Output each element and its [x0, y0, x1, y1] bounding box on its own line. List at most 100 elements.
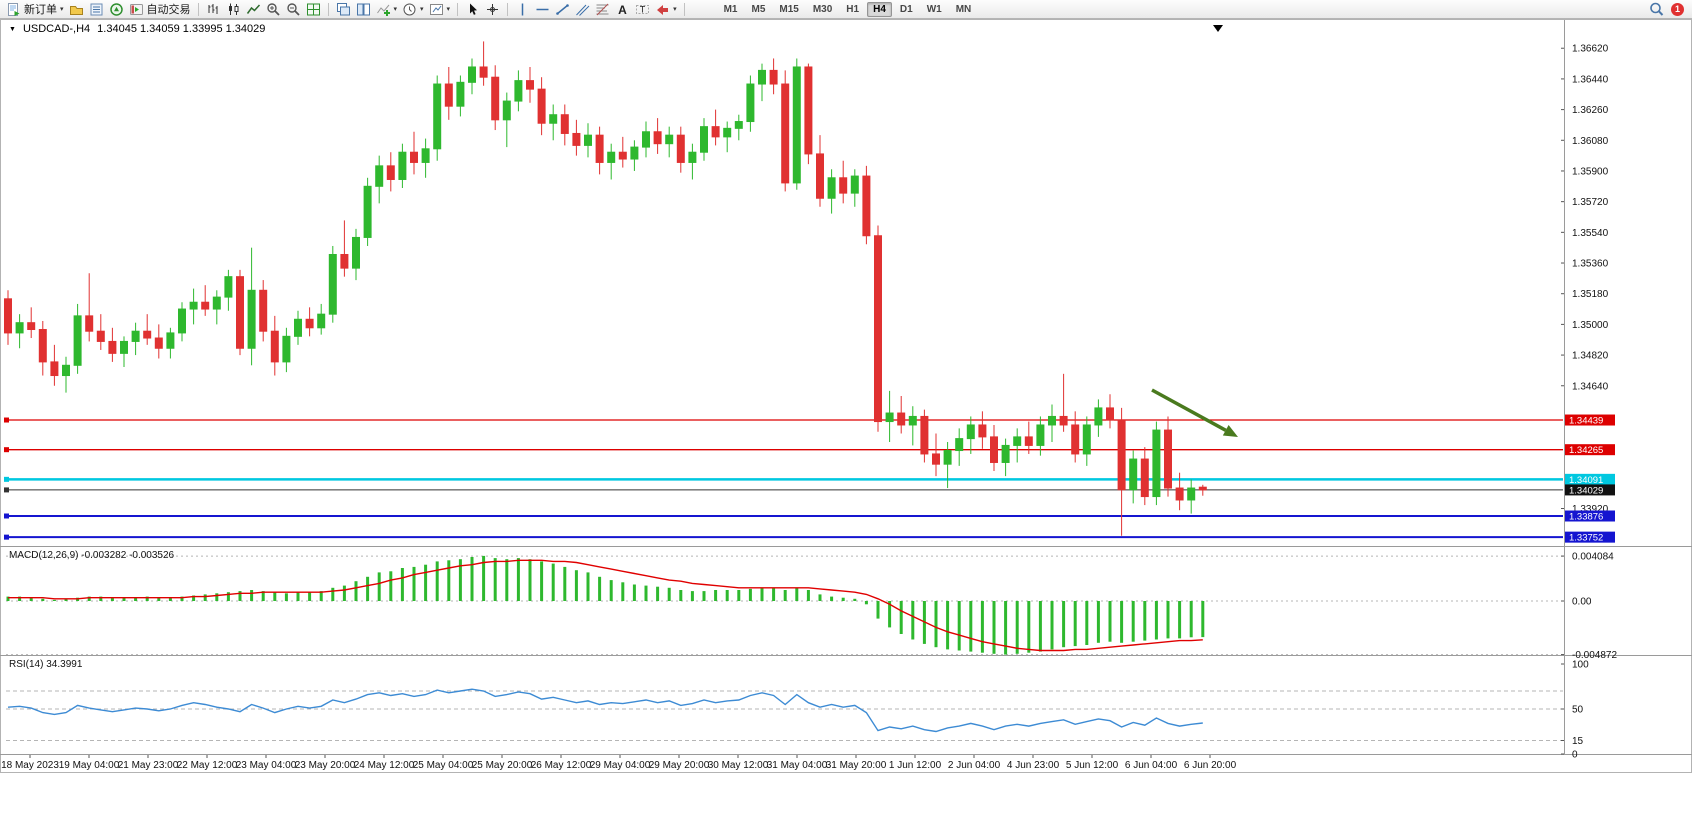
svg-text:T: T [640, 4, 646, 14]
svg-text:18 May 2023: 18 May 2023 [1, 760, 59, 771]
svg-text:-0.004872: -0.004872 [1572, 650, 1617, 661]
rsi-indicator-label: RSI(14) 34.3991 [9, 659, 83, 670]
new-order-button[interactable]: 新订单 ▾ [4, 1, 66, 18]
svg-text:26 May 12:00: 26 May 12:00 [531, 760, 592, 771]
toolbar-separator [507, 2, 509, 16]
chart-ohlc-values: 1.34045 1.34059 1.33995 1.34029 [97, 23, 266, 35]
svg-text:4 Jun 23:00: 4 Jun 23:00 [1007, 760, 1060, 771]
svg-text:1.35900: 1.35900 [1572, 166, 1609, 177]
periods-button[interactable]: ▾ [400, 1, 426, 18]
svg-text:1.34029: 1.34029 [1569, 485, 1603, 496]
timeframe-h4[interactable]: H4 [867, 1, 892, 17]
autotrading-icon [129, 3, 143, 15]
svg-text:1.34439: 1.34439 [1569, 416, 1603, 427]
line-chart-button[interactable] [244, 1, 263, 18]
text-icon: A [618, 3, 627, 17]
chart-shift-marker[interactable] [1213, 25, 1223, 32]
text-button[interactable]: A [613, 1, 632, 18]
timeframe-h1[interactable]: H1 [846, 3, 860, 15]
symbol-dropdown-icon[interactable]: ▼ [9, 25, 16, 33]
toolbar-separator [327, 2, 329, 16]
autotrading-button[interactable]: 自动交易 [127, 1, 193, 18]
navigator-icon [109, 2, 123, 16]
caret-down-icon: ▾ [420, 5, 424, 13]
svg-text:29 May 20:00: 29 May 20:00 [649, 760, 710, 771]
tile-vertical-button[interactable] [354, 1, 373, 18]
timeframe-m1[interactable]: M1 [723, 3, 738, 15]
svg-text:1.34640: 1.34640 [1572, 381, 1609, 392]
timeframe-mn[interactable]: MN [955, 3, 972, 15]
vertical-line-button[interactable] [513, 1, 532, 18]
zoom-in-button[interactable] [264, 1, 283, 18]
candlestick-chart-button[interactable] [224, 1, 243, 18]
svg-text:1 Jun 12:00: 1 Jun 12:00 [889, 760, 942, 771]
svg-text:50: 50 [1572, 705, 1584, 716]
arrows-button[interactable]: ▾ [653, 1, 679, 18]
market-watch-icon [90, 3, 103, 15]
svg-text:19 May 04:00: 19 May 04:00 [59, 760, 120, 771]
svg-text:0.00: 0.00 [1572, 597, 1592, 608]
search-button[interactable] [1647, 1, 1666, 18]
text-label-button[interactable]: T [633, 1, 652, 18]
cursor-button[interactable] [463, 1, 482, 18]
svg-text:1.33752: 1.33752 [1569, 533, 1603, 544]
toolbar-separator [197, 2, 199, 16]
svg-text:1.36080: 1.36080 [1572, 136, 1609, 147]
svg-text:1.33876: 1.33876 [1569, 511, 1603, 522]
svg-text:0.004084: 0.004084 [1572, 552, 1614, 563]
svg-text:25 May 04:00: 25 May 04:00 [413, 760, 474, 771]
caret-down-icon: ▾ [60, 5, 64, 13]
navigator-button[interactable] [107, 1, 126, 18]
channel-icon [576, 4, 590, 16]
svg-text:2 Jun 04:00: 2 Jun 04:00 [948, 760, 1001, 771]
notification-badge[interactable]: 1 [1671, 2, 1684, 16]
search-icon [1650, 2, 1664, 16]
tile-vertical-icon [356, 3, 370, 15]
svg-text:5 Jun 12:00: 5 Jun 12:00 [1066, 760, 1119, 771]
timeframe-m30[interactable]: M30 [812, 3, 833, 15]
svg-text:1.33920: 1.33920 [1572, 504, 1609, 515]
indicators-icon [376, 4, 390, 16]
templates-icon [429, 3, 443, 15]
tile-windows-icon [306, 3, 320, 15]
cursor-icon [470, 3, 478, 15]
tile-windows-button[interactable] [304, 1, 323, 18]
cascade-windows-button[interactable] [334, 1, 353, 18]
cascade-windows-icon [336, 2, 350, 15]
timeframe-w1[interactable]: W1 [926, 3, 942, 15]
arrow-shape-icon [657, 4, 669, 15]
svg-text:24 May 12:00: 24 May 12:00 [354, 760, 415, 771]
svg-text:6 Jun 04:00: 6 Jun 04:00 [1125, 760, 1178, 771]
caret-down-icon: ▾ [673, 5, 677, 13]
svg-text:31 May 04:00: 31 May 04:00 [767, 760, 828, 771]
autotrading-label: 自动交易 [146, 4, 191, 16]
horizontal-line-button[interactable] [533, 1, 552, 18]
chart-title: ▼ USDCAD-,H4 1.34045 1.34059 1.33995 1.3… [9, 23, 265, 35]
line-chart-icon [246, 3, 260, 14]
svg-text:23 May 04:00: 23 May 04:00 [236, 760, 297, 771]
chart-profiles-button[interactable] [67, 1, 86, 18]
profiles-icon [69, 5, 83, 15]
svg-text:23 May 20:00: 23 May 20:00 [295, 760, 356, 771]
channel-button[interactable] [573, 1, 592, 18]
zoom-out-button[interactable] [284, 1, 303, 18]
fibonacci-button[interactable] [593, 1, 612, 18]
timeframe-m15[interactable]: M15 [779, 3, 799, 15]
zoom-out-icon [286, 2, 300, 16]
toolbar-separator [457, 2, 459, 16]
bar-chart-icon [208, 3, 218, 14]
text-label-icon: T [636, 4, 650, 14]
timeframe-d1[interactable]: D1 [899, 3, 913, 15]
fibonacci-icon [596, 3, 609, 15]
trendline-button[interactable] [553, 1, 572, 18]
svg-text:1.34820: 1.34820 [1572, 351, 1609, 362]
svg-text:21 May 23:00: 21 May 23:00 [118, 760, 179, 771]
market-watch-button[interactable] [87, 1, 106, 18]
bar-chart-button[interactable] [204, 1, 223, 18]
indicators-button[interactable]: ▾ [374, 1, 400, 18]
crosshair-button[interactable] [483, 1, 502, 18]
timeframe-group: M1 M5 M15 M30 H1 H4 D1 W1 MN [718, 1, 978, 17]
templates-button[interactable]: ▾ [427, 1, 453, 18]
timeframe-m5[interactable]: M5 [751, 3, 766, 15]
